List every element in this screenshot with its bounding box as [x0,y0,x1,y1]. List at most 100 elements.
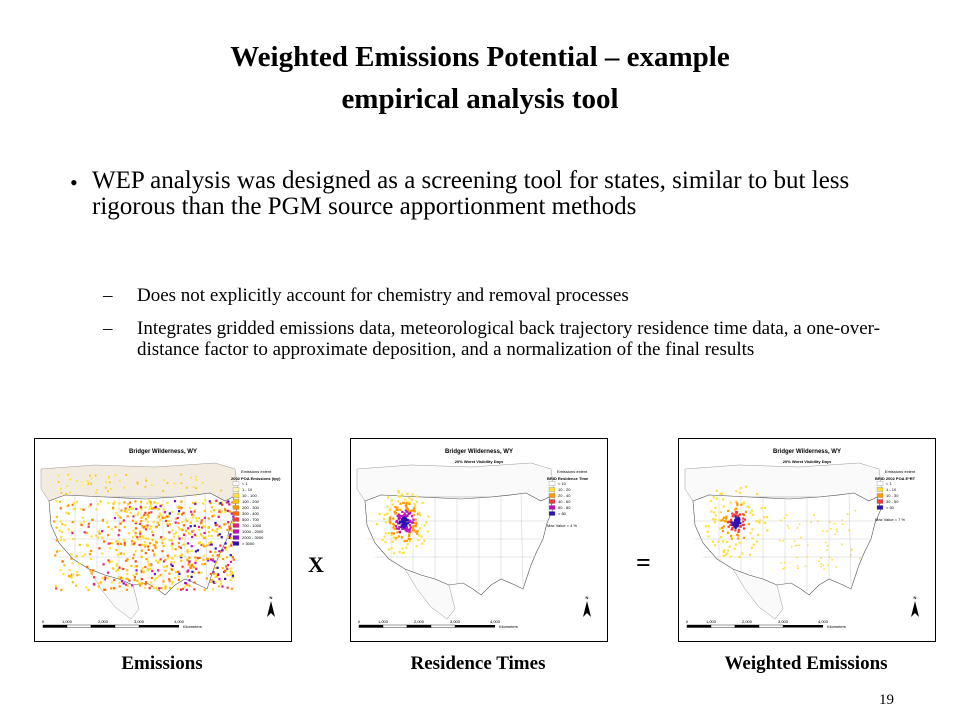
data-dot [389,521,392,525]
data-dot [823,568,825,570]
data-dot [154,526,157,529]
data-dot [713,511,716,514]
data-dot [161,541,164,545]
legend-label: < 10 [558,481,567,486]
data-dot [212,571,215,574]
data-dot [173,561,176,564]
data-dot [755,540,758,543]
data-dot [412,524,415,528]
residence-times-map: Bridger Wilderness, WY 20% Worst Visibili… [350,438,608,642]
data-dot [166,557,170,560]
data-dot [756,533,760,536]
data-dot [177,521,180,525]
data-dot [177,526,180,529]
legend-header: Emissions extent [241,469,272,474]
data-dot [90,535,93,538]
slide-title: Weighted Emissions Potential – example e… [60,36,900,120]
data-dot [733,525,736,528]
data-dot [209,573,213,576]
data-dot [710,510,713,513]
data-dot [186,551,189,554]
legend-swatch [548,481,556,486]
data-dot [828,556,831,559]
data-dot [71,503,74,506]
data-dot [230,541,233,545]
data-dot [220,489,223,492]
data-dot [212,580,215,583]
data-dot [726,509,730,512]
data-dot [806,556,808,558]
data-dot [804,565,807,568]
data-dot [796,527,799,529]
data-dot [841,523,844,526]
data-dot [170,482,172,485]
legend-label: 1000 - 2000 [242,529,264,534]
data-dot [180,553,183,556]
data-dot [204,499,207,502]
data-dot [154,540,158,543]
data-dot [64,524,67,527]
north-arrow-label: N [586,595,589,600]
data-dot [737,530,740,533]
data-dot [158,560,161,563]
data-dot [397,491,400,494]
data-dot [228,526,231,529]
data-dot [178,537,181,540]
data-dot [409,520,412,523]
data-dot [113,587,116,590]
data-dot [230,529,233,532]
data-dot [136,536,139,539]
data-dot [833,522,836,525]
data-dot [69,478,72,481]
data-dot [99,581,103,584]
data-dot [416,512,420,516]
data-dot [157,523,160,526]
data-dot [388,509,391,512]
data-dot [149,563,153,567]
data-dot [180,482,183,485]
data-dot [722,554,725,557]
data-dots [53,473,235,592]
data-dot [111,542,114,545]
max-value-note: Max Value = 4 % [547,523,577,528]
data-dot [846,513,849,516]
data-dot [388,520,391,523]
data-dot [102,577,105,580]
data-dot [101,530,104,533]
data-dot [144,581,148,584]
data-dot [722,540,725,543]
data-dot [122,538,125,541]
map-subtitle: 20% Worst Visibility Days [783,459,832,464]
data-dot [216,534,220,537]
data-dot [387,548,391,551]
data-dot [179,546,183,549]
data-dot [141,567,144,570]
data-dot [406,510,409,513]
data-dot [183,585,186,588]
data-dot [185,486,188,489]
data-dot [161,516,164,519]
data-dot [723,520,726,523]
data-dot [411,526,415,529]
data-dot [85,481,88,484]
data-dot [175,571,178,574]
data-dot [738,513,742,516]
data-dot [55,587,58,590]
data-dot [60,535,63,539]
data-dot [72,507,75,511]
data-dot [793,540,796,542]
data-dot [174,548,177,551]
legend-label: 10 - 20 [558,487,571,492]
legend-label: 1 - 10 [886,487,897,492]
data-dot [408,539,412,543]
data-dot [405,503,408,507]
data-dot [830,527,832,530]
data-dot [108,542,112,545]
data-dot [401,547,404,550]
data-dot [415,521,418,524]
data-dot [387,531,390,535]
data-dot [191,535,194,539]
data-dot [144,543,147,547]
data-dot [166,482,169,484]
legend-header: Emissions extent [557,469,588,474]
